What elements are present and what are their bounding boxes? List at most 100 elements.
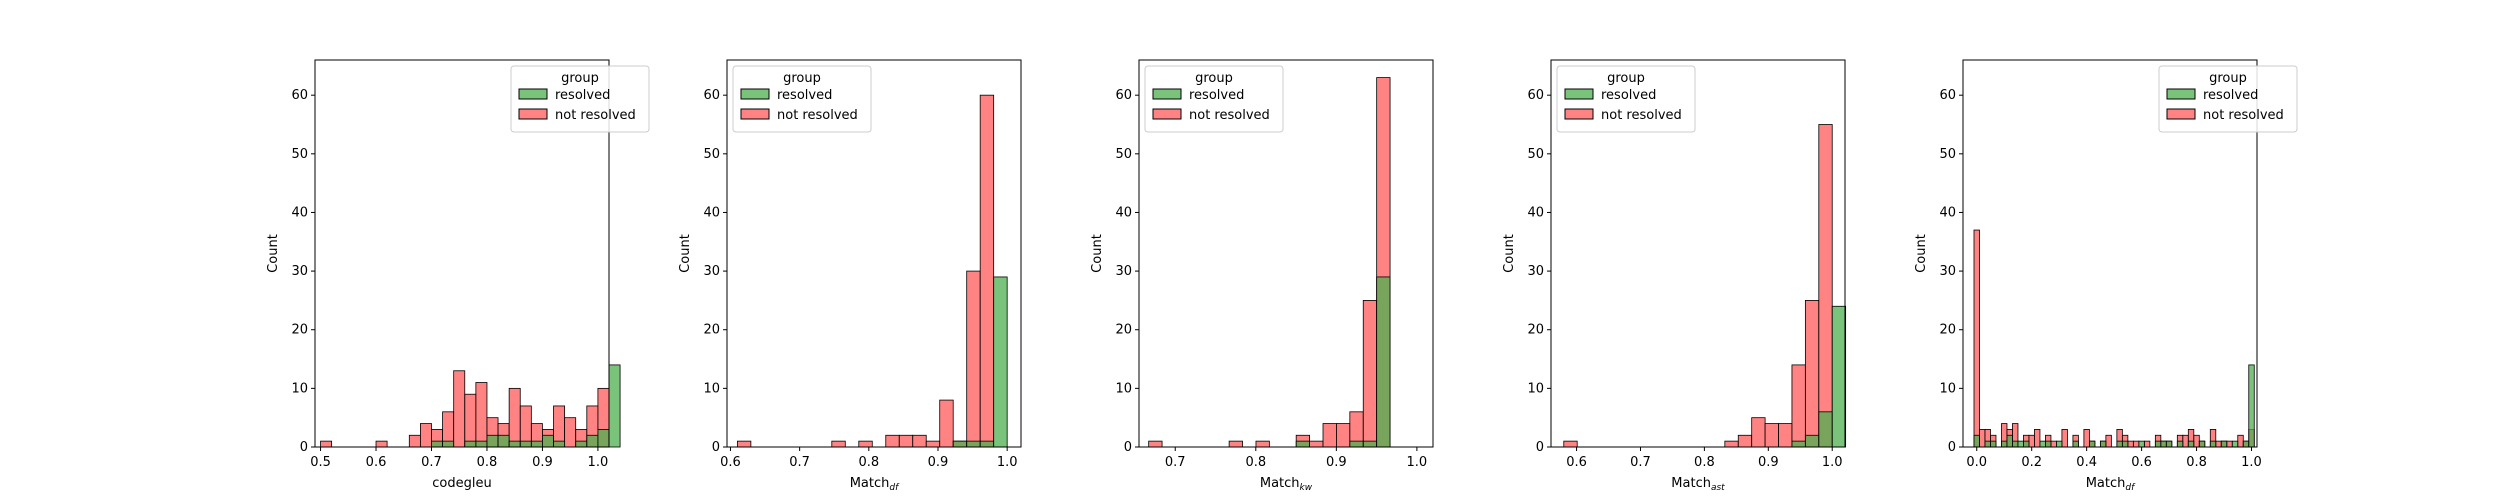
axes-frame — [1138, 59, 1434, 448]
bar-resolved — [1973, 434, 1980, 448]
bar-resolved — [1990, 440, 1997, 448]
x-tick-label: 0.9 — [1326, 455, 1347, 470]
bar-not-resolved — [2237, 434, 2244, 448]
bar-resolved — [2176, 440, 2184, 448]
bar-not-resolved — [939, 399, 954, 448]
x-tick-label: 1.0 — [588, 455, 609, 470]
y-tick-label: 60 — [703, 88, 720, 103]
legend-swatch-resolved — [740, 88, 770, 100]
bar-resolved — [2121, 440, 2129, 448]
legend-entry: not resolved — [1601, 108, 1682, 123]
bar-not-resolved — [1804, 300, 1820, 448]
bar-not-resolved — [1737, 434, 1753, 448]
bar-not-resolved — [858, 440, 873, 448]
y-tick-label: 0 — [1124, 440, 1132, 455]
legend-title: group — [561, 71, 599, 86]
y-tick-label: 40 — [291, 205, 308, 220]
bar-not-resolved — [453, 370, 466, 448]
legend-swatch-resolved — [1152, 88, 1182, 100]
bar-resolved — [2012, 440, 2019, 448]
bar-resolved — [497, 434, 510, 448]
bar-resolved — [2001, 440, 2008, 448]
bar-resolved — [2056, 440, 2063, 448]
legend: group resolved not resolved — [732, 65, 872, 133]
x-tick-label: 0.2 — [2021, 455, 2042, 470]
y-tick-label: 50 — [291, 147, 308, 162]
x-tick-label: 0.7 — [1630, 455, 1651, 470]
y-tick-label: 20 — [1939, 323, 1956, 338]
legend-entry: not resolved — [555, 108, 636, 123]
y-axis-label: Count — [678, 234, 693, 273]
y-tick-label: 0 — [300, 440, 308, 455]
y-tick-label: 60 — [291, 88, 308, 103]
x-tick-label: 0.9 — [532, 455, 553, 470]
bar-not-resolved — [508, 387, 521, 448]
y-tick-label: 0 — [712, 440, 720, 455]
legend-entry: not resolved — [2203, 108, 2284, 123]
bar-not-resolved — [2193, 434, 2200, 448]
bar-resolved — [553, 440, 566, 448]
bar-not-resolved — [1791, 364, 1806, 448]
bar-not-resolved — [1255, 440, 1270, 448]
bar-not-resolved — [925, 440, 941, 448]
y-tick-label: 10 — [291, 381, 308, 396]
y-tick-label: 40 — [1527, 205, 1544, 220]
bar-resolved — [1984, 440, 1991, 448]
y-tick-label: 20 — [1115, 323, 1132, 338]
bar-not-resolved — [1322, 423, 1337, 448]
bar-resolved — [2072, 440, 2079, 448]
bar-not-resolved — [885, 434, 900, 448]
y-tick-label: 30 — [1115, 264, 1132, 279]
bar-resolved — [1804, 434, 1820, 448]
y-axis-label: Count — [1914, 234, 1929, 273]
legend-title: group — [783, 71, 821, 86]
bar-resolved — [2039, 440, 2046, 448]
legend-entry: not resolved — [1189, 108, 1270, 123]
y-tick-label: 60 — [1115, 88, 1132, 103]
bar-not-resolved — [475, 382, 488, 448]
y-tick-label: 10 — [703, 381, 720, 396]
y-tick-label: 0 — [1536, 440, 1544, 455]
bar-not-resolved — [1818, 124, 1833, 448]
bar-resolved — [2242, 440, 2250, 448]
x-tick-label: 0.8 — [1694, 455, 1715, 470]
chart-panel-3: 0 10 20 30 40 50 60 0.7 0.8 0.9 1.0 Count Matchkw gro… — [1090, 59, 1434, 493]
bar-resolved — [508, 440, 521, 448]
bar-resolved — [1362, 440, 1378, 448]
bar-resolved — [952, 440, 968, 448]
x-axis-label: Matchkw — [1260, 476, 1313, 493]
axes-frame — [1962, 59, 2258, 448]
x-tick-label: 1.0 — [997, 455, 1018, 470]
y-tick-label: 20 — [1527, 323, 1544, 338]
x-tick-label: 0.0 — [1966, 455, 1987, 470]
bar-resolved — [1295, 440, 1310, 448]
bar-not-resolved — [831, 440, 846, 448]
bar-resolved — [2187, 440, 2195, 448]
x-tick-label: 0.8 — [2186, 455, 2207, 470]
bar-resolved — [966, 440, 981, 448]
bar-resolved — [2116, 440, 2123, 448]
y-tick-label: 60 — [1939, 88, 1956, 103]
bar-not-resolved — [966, 270, 981, 448]
x-axis-label: Matchdf — [850, 476, 900, 493]
bar-resolved — [2248, 364, 2255, 448]
bar-resolved — [586, 434, 599, 448]
bar-not-resolved — [2028, 434, 2035, 448]
chart-panel-2: 0 10 20 30 40 50 60 0.6 0.7 0.8 0.9 1.0 Count Matchdf… — [678, 59, 1022, 493]
bar-not-resolved — [2061, 429, 2068, 448]
bar-not-resolved — [1778, 423, 1793, 448]
y-tick-label: 50 — [1527, 147, 1544, 162]
bar-not-resolved — [1563, 440, 1578, 448]
bar-resolved — [575, 440, 588, 448]
bar-not-resolved — [375, 440, 388, 448]
x-tick-label: 0.7 — [789, 455, 810, 470]
bar-not-resolved — [2215, 440, 2222, 448]
bar-not-resolved — [1228, 440, 1243, 448]
x-tick-label: 0.8 — [1245, 455, 1266, 470]
legend: group resolved not resolved — [510, 65, 650, 133]
bar-resolved — [2099, 440, 2107, 448]
legend-swatch-resolved — [518, 88, 548, 100]
y-tick-label: 30 — [1527, 264, 1544, 279]
bar-not-resolved — [736, 440, 752, 448]
